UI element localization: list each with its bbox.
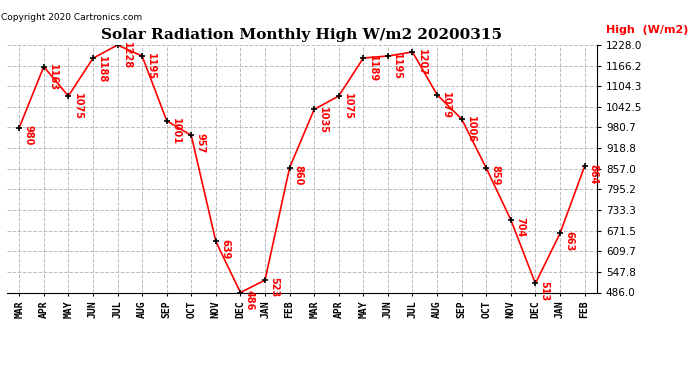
Text: 1195: 1195 <box>146 53 156 80</box>
Text: 1163: 1163 <box>48 64 58 91</box>
Text: 1006: 1006 <box>466 116 476 143</box>
Text: 1228: 1228 <box>121 42 132 69</box>
Text: 1207: 1207 <box>417 49 426 76</box>
Text: 704: 704 <box>515 217 525 237</box>
Text: 1075: 1075 <box>72 93 83 120</box>
Text: 1075: 1075 <box>343 93 353 120</box>
Text: 486: 486 <box>244 290 255 310</box>
Text: 523: 523 <box>269 278 279 298</box>
Text: Copyright 2020 Cartronics.com: Copyright 2020 Cartronics.com <box>1 13 142 22</box>
Title: Solar Radiation Monthly High W/m2 20200315: Solar Radiation Monthly High W/m2 202003… <box>101 28 502 42</box>
Text: 1195: 1195 <box>392 53 402 80</box>
Text: 1189: 1189 <box>368 55 377 82</box>
Text: 663: 663 <box>564 231 574 251</box>
Text: 980: 980 <box>23 125 33 146</box>
Text: 957: 957 <box>195 133 206 153</box>
Text: 860: 860 <box>294 165 304 185</box>
Text: 513: 513 <box>540 281 549 301</box>
Text: 1001: 1001 <box>171 118 181 145</box>
Text: 1188: 1188 <box>97 56 107 83</box>
Text: 1079: 1079 <box>441 92 451 119</box>
Text: High  (W/m2): High (W/m2) <box>606 25 689 35</box>
Text: 639: 639 <box>220 239 230 259</box>
Text: 864: 864 <box>589 164 599 184</box>
Text: 859: 859 <box>491 165 500 186</box>
Text: 1035: 1035 <box>318 106 328 134</box>
